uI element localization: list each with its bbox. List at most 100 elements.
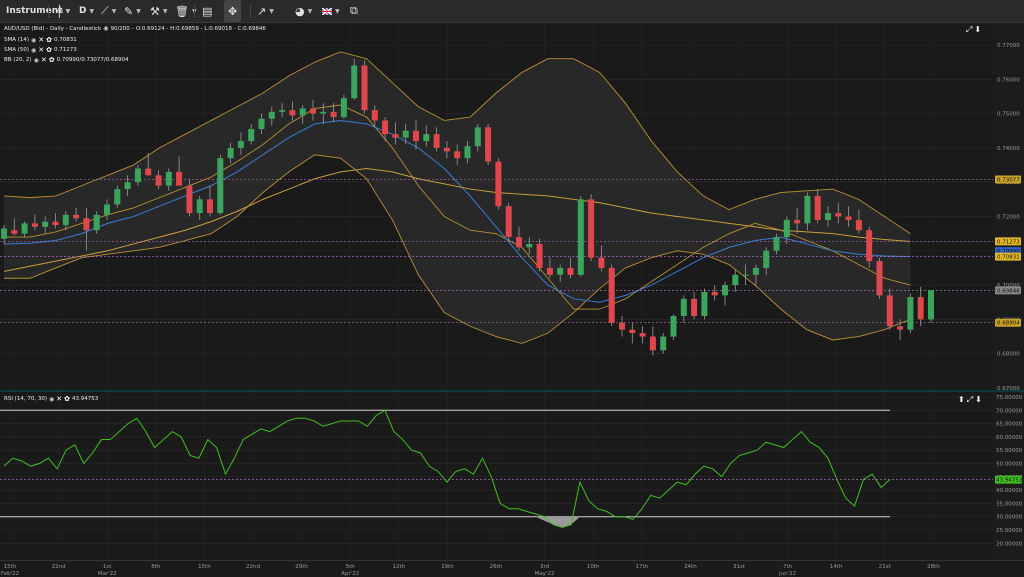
rsi-tick-label: 30.00000 bbox=[996, 515, 1023, 521]
price-tick-label: 0.72000 bbox=[997, 215, 1020, 221]
bollinger-middle bbox=[4, 104, 911, 310]
eye-icon[interactable]: ◉ bbox=[48, 395, 55, 403]
candle-body bbox=[402, 130, 409, 138]
draw-button[interactable]: ⟋ ▼ bbox=[101, 0, 116, 22]
instrument-selector[interactable]: Instrument ▼ bbox=[6, 0, 70, 22]
candle-body bbox=[897, 326, 904, 330]
tools-button[interactable]: ⚒ ▼ bbox=[150, 0, 168, 22]
time-tick-month: Feb'22 bbox=[1, 571, 19, 577]
rsi-axis-labels: 75.00000 70.00000 65.00000 60.00000 55.00000… bbox=[995, 395, 1023, 547]
time-axis[interactable]: 15th Feb'22 22nd 1st Mar'22 8th 15th 22nd 29th 5t… bbox=[0, 560, 1024, 577]
time-tick-label: 17th bbox=[635, 564, 648, 570]
price-badge bbox=[995, 252, 1021, 261]
time-tick-month: May'22 bbox=[535, 571, 555, 577]
candle-body bbox=[804, 195, 811, 224]
candles-button[interactable]: ╪ ▼ bbox=[56, 0, 70, 22]
candle-body bbox=[588, 199, 595, 258]
candle-body bbox=[104, 204, 110, 215]
language-button[interactable]: ▼ bbox=[322, 0, 340, 22]
gear-icon[interactable]: ✿ bbox=[46, 36, 53, 44]
arrow-down-icon[interactable]: ⬇ bbox=[975, 395, 982, 404]
candle-body bbox=[619, 322, 625, 330]
close-icon[interactable]: ✕ bbox=[38, 46, 45, 54]
settings-icon: ⧉ bbox=[350, 4, 358, 17]
crosshair-icon: ✥ bbox=[228, 4, 238, 18]
candle-body bbox=[536, 243, 543, 268]
price-badge-label: 0.71273 bbox=[997, 239, 1020, 245]
arrow-down-icon[interactable]: ⬇ bbox=[974, 25, 982, 34]
eye-icon[interactable]: ◉ bbox=[31, 46, 37, 54]
close-icon[interactable]: ✕ bbox=[40, 56, 47, 64]
gear-icon[interactable]: ✿ bbox=[46, 46, 53, 54]
price-pane[interactable] bbox=[0, 23, 993, 390]
eye-icon[interactable]: ◉ bbox=[103, 25, 109, 32]
theme-button[interactable]: ◕ ▼ bbox=[295, 0, 312, 22]
close-icon[interactable]: ✕ bbox=[56, 395, 63, 403]
candle-body bbox=[361, 65, 368, 111]
period-selector[interactable]: D ▼ bbox=[79, 0, 94, 22]
chevron-down-icon: ▼ bbox=[136, 7, 141, 15]
palette-icon: ◕ bbox=[295, 4, 305, 18]
share-icon: ↗ bbox=[257, 4, 267, 18]
sma50-legend: SMA (50) ◉ ✕ ✿ 0.71273 bbox=[4, 46, 77, 54]
candle-body bbox=[42, 221, 49, 227]
chevron-down-icon: ▼ bbox=[89, 7, 95, 15]
trash-icon: 🗑 bbox=[175, 4, 189, 18]
candle-body bbox=[443, 147, 450, 152]
pen-icon: ✎ bbox=[124, 4, 134, 18]
price-badge bbox=[995, 286, 1021, 295]
candle-body bbox=[83, 218, 90, 231]
candle-body bbox=[722, 285, 728, 296]
candle-body bbox=[155, 175, 162, 186]
candle-body bbox=[783, 219, 790, 238]
price-badge-label: 0.69846 bbox=[997, 288, 1020, 294]
candle-body bbox=[505, 206, 512, 238]
eye-icon[interactable]: ◉ bbox=[33, 56, 39, 64]
candle-body bbox=[196, 199, 203, 214]
rsi-pane[interactable] bbox=[0, 392, 993, 560]
time-tick-label: 21st bbox=[879, 564, 892, 570]
eye-icon[interactable]: ◉ bbox=[31, 36, 37, 44]
price-badge-label: 0.70990 bbox=[997, 249, 1020, 255]
candle-body bbox=[73, 214, 80, 219]
candle-body bbox=[732, 274, 739, 286]
price-badge-label: 0.70831 bbox=[997, 255, 1020, 261]
rsi-axis[interactable]: 75.00000 70.00000 65.00000 60.00000 55.00000… bbox=[993, 392, 1024, 560]
expand-icon[interactable]: ⤢ bbox=[966, 395, 974, 404]
bollinger-lower bbox=[4, 154, 911, 344]
candle-body bbox=[114, 189, 121, 205]
price-axis-labels: 0.770000.760000.750000.740000.730000.720… bbox=[995, 43, 1021, 390]
bollinger-fill bbox=[4, 51, 911, 344]
settings-button[interactable]: ⧉ bbox=[350, 0, 358, 22]
gear-icon[interactable]: ✿ bbox=[64, 395, 70, 403]
candle-body bbox=[670, 315, 677, 337]
pen-button[interactable]: ✎ ▼ bbox=[124, 0, 141, 22]
candle-body bbox=[814, 195, 821, 220]
candle-body bbox=[649, 336, 656, 351]
time-tick-label: 15th bbox=[198, 564, 211, 570]
price-tick-label: 0.70000 bbox=[997, 283, 1020, 289]
rsi-tick-label: 70.00000 bbox=[996, 408, 1023, 414]
time-tick-label: 14th bbox=[830, 564, 843, 570]
crosshair-button[interactable]: ✥ bbox=[224, 0, 242, 22]
candle-body bbox=[289, 110, 296, 116]
tools-icon: ⚒ bbox=[150, 4, 160, 18]
candle-body bbox=[217, 158, 224, 214]
time-tick-label: 24th bbox=[684, 564, 697, 570]
chevron-down-icon: ▼ bbox=[162, 7, 168, 15]
candle-body bbox=[629, 329, 636, 334]
rsi-tick-label: 20.00000 bbox=[996, 541, 1023, 547]
layout-button[interactable]: ▤ bbox=[202, 0, 212, 22]
expand-icon[interactable]: ⤢ bbox=[966, 25, 973, 34]
price-axis[interactable]: 0.770000.760000.750000.740000.730000.720… bbox=[993, 23, 1024, 390]
period-label: D bbox=[79, 6, 87, 16]
gear-icon[interactable]: ✿ bbox=[48, 56, 55, 64]
share-button[interactable]: ↗ ▼ bbox=[257, 0, 274, 22]
sma14-label: SMA (14) bbox=[4, 37, 30, 43]
sma14-value: 0.70831 bbox=[54, 37, 77, 43]
pane-divider[interactable] bbox=[0, 390, 1024, 392]
candle-body bbox=[268, 111, 275, 119]
bb-value: 0.70990/0.73077/0.68904 bbox=[56, 57, 129, 63]
close-icon[interactable]: ✕ bbox=[38, 36, 45, 44]
arrow-up-icon[interactable]: ⬆ bbox=[958, 395, 965, 404]
